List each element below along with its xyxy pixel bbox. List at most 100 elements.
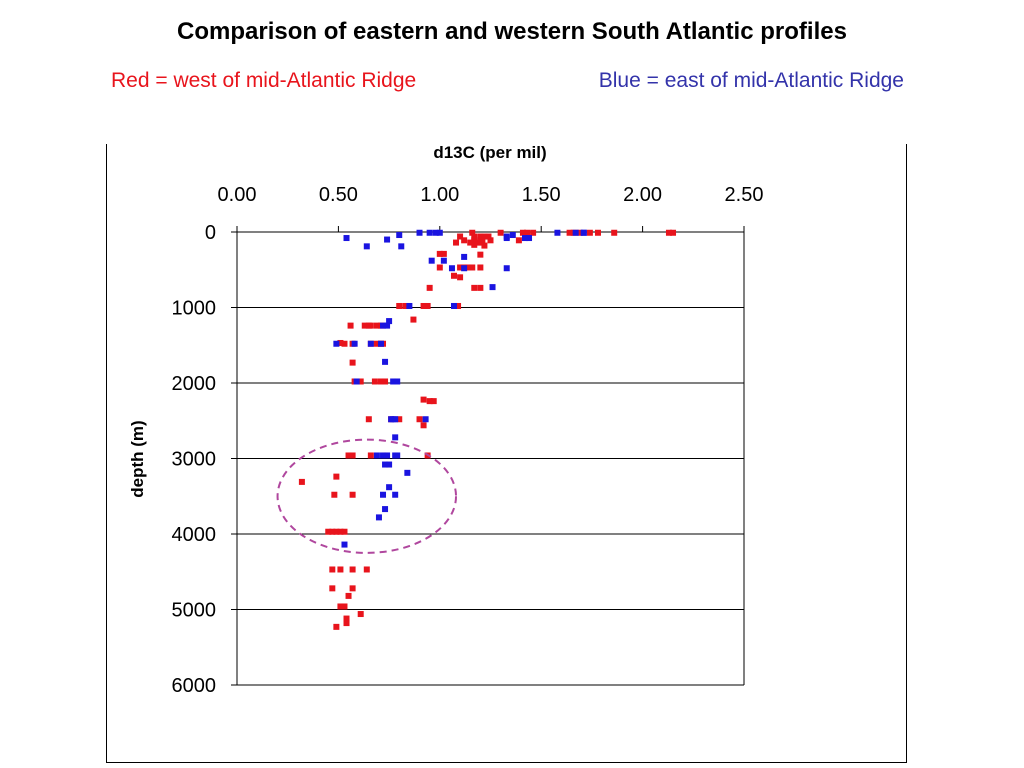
x-tick-label: 1.00 [420,184,459,206]
data-point-east [380,322,387,329]
data-point-east [503,235,510,242]
data-point-west [371,378,378,385]
data-point-west [594,229,601,236]
data-point-west [349,566,356,573]
data-point-west [576,229,583,236]
x-tick-label: 2.00 [623,184,662,206]
data-point-east [428,257,435,264]
data-point-west [471,237,478,244]
y-tick-label: 5000 [172,600,217,622]
data-point-west [519,229,526,236]
data-point-east [489,284,496,291]
data-point-west [485,233,492,240]
data-point-west [396,302,403,309]
data-point-east [398,243,405,250]
data-point-west [343,615,350,622]
data-point-east [526,235,533,242]
data-point-west [453,239,460,246]
data-point-west [461,237,468,244]
data-point-west [367,322,374,329]
data-point-west [426,398,433,405]
data-point-west [420,396,427,403]
data-point-east [382,358,389,365]
data-point-east [394,378,401,385]
chart-frame-left [106,144,107,763]
data-point-east [404,469,411,476]
data-point-east [580,229,587,236]
data-point-west [373,322,380,329]
data-point-east [380,491,387,498]
y-tick-label: 2000 [172,373,217,395]
data-point-east [461,265,468,272]
x-tick-label: 0.00 [218,184,257,206]
data-point-west [477,233,484,240]
data-point-west [349,585,356,592]
data-point-west [349,359,356,366]
data-point-west [471,284,478,291]
data-point-west [469,229,476,236]
x-axis-title: d13C (per mil) [433,143,546,162]
data-point-west [481,242,488,249]
data-point-west [333,473,340,480]
y-tick-label: 4000 [172,524,217,546]
data-point-west [450,272,457,279]
data-point-west [530,229,537,236]
data-point-east [343,235,350,242]
data-point-west [477,284,484,291]
data-point-east [461,253,468,260]
data-point-west [349,452,356,459]
data-point-west [382,378,389,385]
data-point-east [377,340,384,347]
data-point-west [298,478,305,485]
data-point-west [329,585,336,592]
data-point-east [392,434,399,441]
data-point-east [422,416,429,423]
data-point-west [402,302,409,309]
data-point-west [420,422,427,429]
data-point-west [365,416,372,423]
data-point-west [497,229,504,236]
data-point-east [521,235,528,242]
data-point-east [440,257,447,264]
highlight-ellipse [276,438,458,554]
data-point-west [471,241,478,248]
data-point-west [477,251,484,258]
data-point-east [503,265,510,272]
y-axis-title: depth (m) [128,420,147,497]
data-point-east [382,461,389,468]
data-point-west [345,592,352,599]
x-tick-label: 2.50 [725,184,764,206]
data-point-east [432,229,439,236]
data-point-west [469,264,476,271]
data-point-east [380,452,387,459]
data-point-west [440,250,447,257]
data-point-east [416,229,423,236]
data-point-west [357,378,364,385]
data-point-west [377,378,384,385]
data-point-west [471,233,478,240]
data-point-east [384,452,391,459]
data-point-west [420,302,427,309]
data-point-west [457,264,464,271]
data-point-west [586,229,593,236]
data-point-west [665,229,672,236]
data-point-east [373,452,380,459]
data-point-west [337,603,344,610]
data-point-east [386,318,393,325]
data-point-west [611,229,618,236]
data-point-west [333,528,340,535]
data-point-west [373,340,380,347]
data-point-east [392,491,399,498]
data-point-east [394,452,401,459]
data-point-east [572,229,579,236]
data-point-east [390,378,397,385]
data-point-east [450,302,457,309]
data-point-west [325,528,332,535]
data-point-east [436,229,443,236]
y-tick-label: 0 [205,222,216,244]
data-point-west [670,229,677,236]
chart-frame-right [906,144,907,763]
subtitle-east-legend: Blue = east of mid-Atlantic Ridge [598,69,904,92]
data-point-east [333,340,340,347]
